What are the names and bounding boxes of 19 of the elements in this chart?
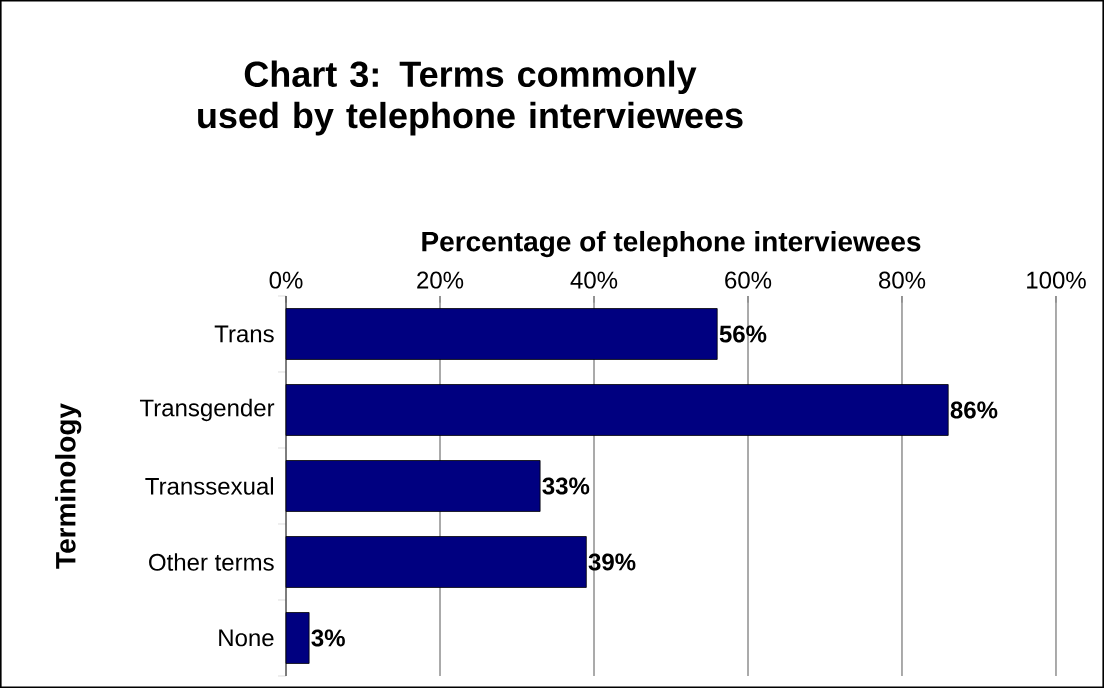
y-tick-label: Transsexual [145,477,273,495]
chart-title: Chart 3: Terms commonly used by telephone interviewees [198,60,743,136]
data-label: 33% [542,477,590,495]
x-tick-label: 20% [417,271,464,289]
x-tick-label: 40% [570,271,618,289]
y-tick-label: Other terms [149,553,274,571]
data-label: 56% [719,325,767,343]
x-tick-label: 0% [269,271,303,289]
x-axis-title: Percentage of telephone interviewees [422,230,921,258]
data-label: 3% [311,629,345,647]
y-tick-label: None [219,629,274,647]
data-label: 86% [950,401,998,419]
y-tick-label: Transgender [139,398,275,422]
x-tick-label: 60% [725,271,772,289]
x-tick-label: 80% [879,271,926,289]
y-axis-title: Terminology [55,403,82,569]
y-tick-label: Trans [214,325,274,343]
data-label: 39% [588,553,636,571]
x-tick-label: 100% [1027,271,1086,289]
